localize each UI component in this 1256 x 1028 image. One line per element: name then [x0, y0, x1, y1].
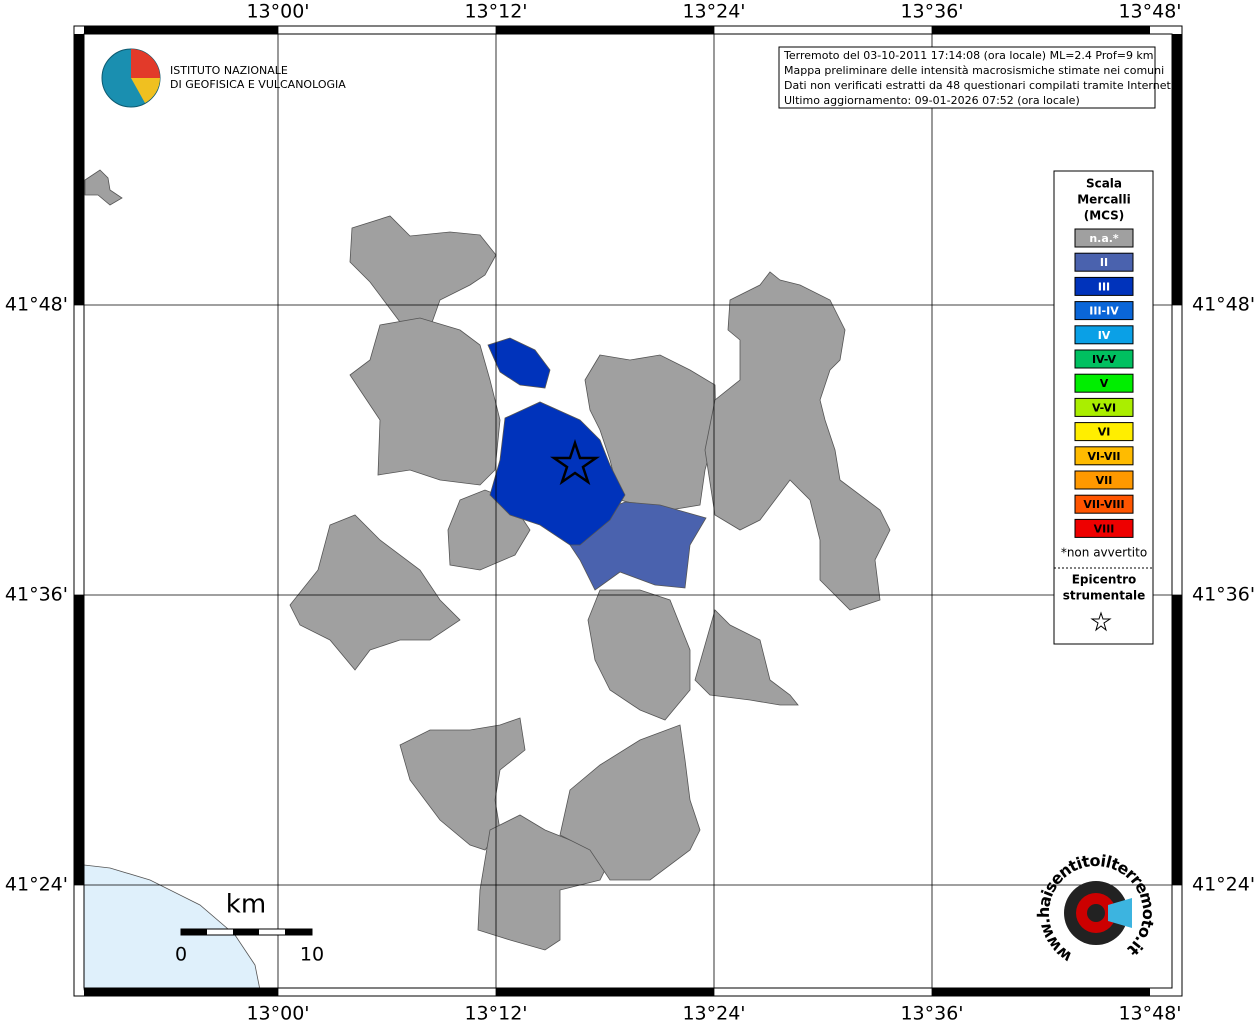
- legend-swatch: [1074, 422, 1134, 442]
- lat-labels: 41°48' 41°36' 41°24' 41°48' 41°36' 41°24…: [5, 294, 1255, 896]
- regions: [84, 169, 891, 951]
- lat-label: 41°36': [5, 584, 68, 606]
- lon-label: 13°00': [246, 1, 309, 23]
- legend-swatch: [1074, 276, 1134, 296]
- lat-label: 41°48': [5, 294, 68, 316]
- lat-label: 41°48': [1192, 294, 1255, 316]
- legend-label: VII-VIII: [1083, 498, 1124, 511]
- legend: Scala Mercalli (MCS) *non avvertito Epic…: [1053, 170, 1154, 645]
- logo-text: DI GEOFISICA E VULCANOLOGIA: [170, 78, 346, 91]
- municipality: [399, 717, 526, 851]
- legend-label: III: [1098, 280, 1110, 293]
- municipality: [587, 589, 691, 721]
- info-box: Terremoto del 03-10-2011 17:14:08 (ora l…: [778, 46, 1174, 109]
- logo: ISTITUTO NAZIONALE DI GEOFISICA E VULCAN…: [101, 48, 346, 108]
- info-line: Ultimo aggiornamento: 09-01-2026 07:52 (…: [784, 94, 1080, 107]
- municipality: [477, 814, 611, 951]
- info-line: Terremoto del 03-10-2011 17:14:08 (ora l…: [783, 49, 1154, 62]
- municipality: [489, 401, 626, 546]
- municipality: [694, 609, 799, 706]
- legend-label: V: [1100, 377, 1109, 390]
- lon-label: 13°00': [246, 1003, 309, 1025]
- lon-label: 13°24': [682, 1003, 745, 1025]
- legend-label: n.a.*: [1089, 232, 1119, 245]
- municipality: [84, 169, 123, 206]
- graticule: [74, 26, 1182, 996]
- legend-title: Mercalli: [1077, 193, 1131, 207]
- municipality: [584, 354, 717, 511]
- lon-label: 13°48': [1118, 1, 1181, 23]
- legend-label: VII: [1096, 474, 1113, 487]
- lon-label: 13°12': [464, 1, 527, 23]
- scale-bar: km 0 10: [175, 890, 324, 966]
- legend-title: (MCS): [1084, 209, 1125, 223]
- municipality: [349, 317, 501, 486]
- legend-swatch: [1074, 373, 1134, 393]
- legend-swatch: [1074, 446, 1134, 466]
- lon-labels: 13°00' 13°12' 13°24' 13°36' 13°48' 13°00…: [246, 1, 1181, 1025]
- lat-label: 41°24': [1192, 874, 1255, 896]
- legend-swatch: [1074, 252, 1134, 272]
- legend-swatch: [1074, 518, 1134, 538]
- municipality: [487, 337, 551, 389]
- legend-swatch: [1074, 325, 1134, 345]
- municipality: [289, 514, 461, 671]
- legend-title: Scala: [1086, 177, 1122, 191]
- legend-swatch: [1074, 494, 1134, 514]
- legend-swatch: [1074, 397, 1134, 417]
- logo-text: ISTITUTO NAZIONALE: [170, 64, 288, 77]
- scale-label: 0: [175, 944, 187, 966]
- legend-label: III-IV: [1089, 305, 1119, 318]
- legend-label: II: [1100, 256, 1108, 269]
- lon-label: 13°12': [464, 1003, 527, 1025]
- legend-label: V-VI: [1092, 401, 1116, 414]
- lon-label: 13°36': [900, 1, 963, 23]
- legend-label: IV: [1098, 329, 1111, 342]
- legend-epicenter: Epicentro: [1072, 573, 1137, 587]
- info-line: Mappa preliminare delle intensità macros…: [784, 64, 1164, 77]
- legend-label: VIII: [1094, 522, 1115, 535]
- legend-label: VI-VII: [1087, 450, 1120, 463]
- legend-swatch: [1074, 470, 1134, 490]
- lon-label: 13°24': [682, 1, 745, 23]
- epicenter: [549, 439, 601, 486]
- legend-epicenter: strumentale: [1063, 589, 1146, 603]
- legend-note: *non avvertito: [1061, 546, 1147, 560]
- municipality: [349, 215, 497, 329]
- legend-label: VI: [1098, 426, 1111, 439]
- legend-swatch: [1074, 349, 1134, 369]
- legend-swatch: [1074, 228, 1134, 248]
- legend-label: IV-V: [1092, 353, 1117, 366]
- legend-swatch: [1074, 301, 1134, 321]
- lat-label: 41°36': [1192, 584, 1255, 606]
- frame: [73, 25, 1183, 997]
- lon-label: 13°36': [900, 1003, 963, 1025]
- lon-label: 13°48': [1118, 1003, 1181, 1025]
- municipality: [704, 271, 891, 611]
- lat-label: 41°24': [5, 874, 68, 896]
- scale-label: 10: [300, 944, 324, 966]
- info-line: Dati non verificati estratti da 48 quest…: [784, 79, 1174, 92]
- scale-unit: km: [226, 890, 266, 920]
- municipality: [559, 724, 701, 881]
